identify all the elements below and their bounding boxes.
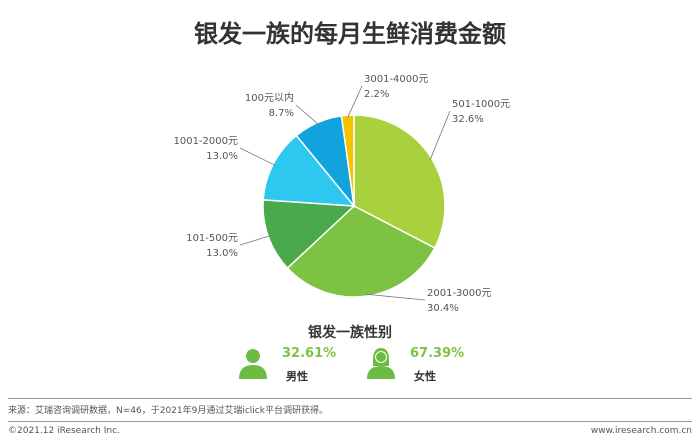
website-link[interactable]: www.iresearch.com.cn (590, 426, 692, 436)
male-percent: 32.61% (282, 346, 337, 361)
source-note: 来源：艾瑞咨询调研数据，N=46，于2021年9月通过艾瑞iclick平台调研获… (8, 406, 328, 416)
female-person-icon (367, 348, 395, 379)
female-stat: 67.39% 女性 (364, 344, 484, 384)
male-label: 男性 (286, 370, 308, 383)
slice-value-label: 13.0% (206, 151, 238, 162)
slice-category-label: 501-1000元 (452, 99, 510, 110)
slice-value-label: 8.7% (269, 108, 294, 119)
gender-section-title: 银发一族性别 (308, 325, 392, 341)
leader-line (239, 147, 276, 166)
female-percent: 67.39% (410, 346, 465, 361)
male-stat: 32.61% 男性 (236, 344, 356, 384)
slice-value-label: 2.2% (364, 89, 389, 100)
slice-category-label: 3001-4000元 (364, 74, 429, 85)
slice-category-label: 100元以内 (245, 91, 294, 104)
female-label: 女性 (414, 370, 436, 383)
copyright: ©2021.12 iResearch Inc. (8, 426, 120, 436)
pie-slice (286, 205, 436, 298)
pie-slice (353, 114, 446, 250)
leader-line (429, 110, 451, 160)
chart-title: 银发一族的每月生鲜消费金额 (194, 20, 506, 48)
pie-chart: 501-1000元 32.6% 2001-3000元 30.4% 101-500元 13.… (173, 74, 510, 314)
leader-line (347, 85, 363, 118)
pie-slice (340, 114, 355, 207)
slice-category-label: 101-500元 (186, 233, 238, 244)
slice-value-label: 13.0% (206, 248, 238, 259)
slice-category-label: 2001-3000元 (427, 288, 492, 299)
slice-value-label: 30.4% (427, 303, 459, 314)
footer-divider-bottom (8, 421, 692, 422)
slice-category-label: 1001-2000元 (173, 136, 238, 147)
male-person-icon (239, 349, 267, 379)
leader-line (295, 104, 319, 125)
leader-line (239, 235, 271, 246)
leader-line (365, 293, 426, 301)
slice-value-label: 32.6% (452, 114, 484, 125)
footer-divider-top (8, 398, 692, 399)
